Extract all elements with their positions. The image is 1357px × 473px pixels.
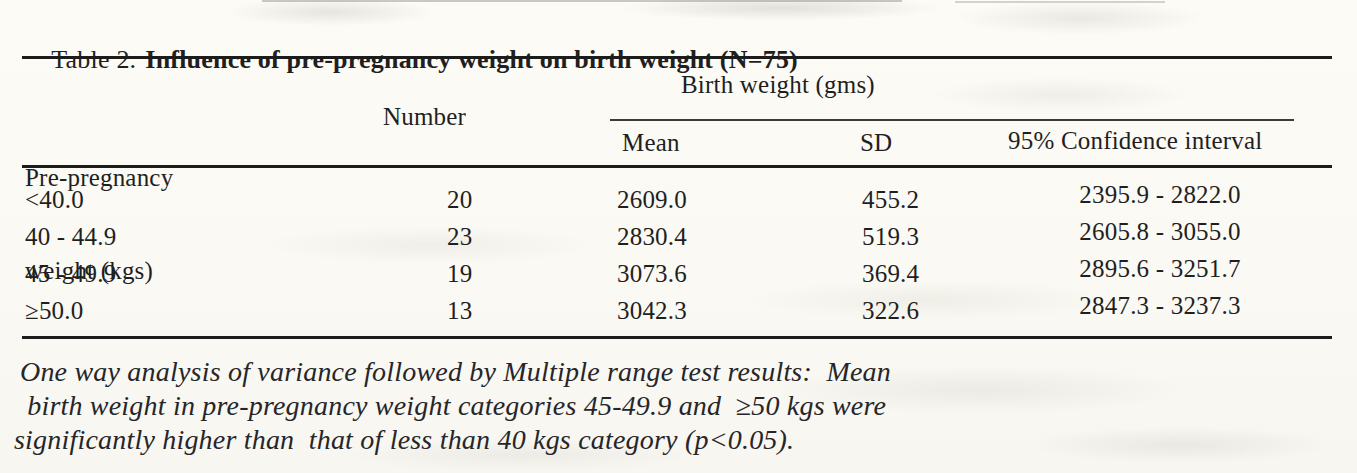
- scan-bleed-line: [955, 1, 1165, 3]
- footnote-line-1: One way analysis of variance followed by…: [20, 356, 891, 388]
- cell-number: 13: [447, 297, 472, 325]
- cell-confidence-interval: 2605.8 - 3055.0: [990, 218, 1330, 246]
- cell-sd: 322.6: [862, 297, 919, 325]
- cell-mean: 2609.0: [617, 186, 687, 214]
- group-header-underline: [610, 119, 1294, 121]
- table-row: <40.0 20 2609.0 455.2 2395.9 - 2822.0: [0, 186, 1357, 218]
- cell-sd: 369.4: [862, 260, 919, 288]
- column-header-confidence-interval: 95% Confidence interval: [1008, 127, 1263, 155]
- scan-bleed-line: [262, 0, 902, 2]
- group-header-birth-weight: Birth weight (gms): [681, 71, 875, 99]
- cell-weight-category: 45 - 49.9: [25, 260, 116, 288]
- footnote-line-3: significantly higher than that of less t…: [14, 424, 794, 456]
- table-bottom-rule: [22, 336, 1332, 339]
- cell-mean: 3042.3: [617, 297, 687, 325]
- table-row: 40 - 44.9 23 2830.4 519.3 2605.8 - 3055.…: [0, 223, 1357, 255]
- cell-number: 23: [447, 223, 472, 251]
- table-caption-title: Influence of pre-pregnancy weight on bir…: [145, 45, 798, 74]
- column-header-mean: Mean: [622, 129, 680, 157]
- cell-mean: 3073.6: [617, 260, 687, 288]
- cell-weight-category: ≥50.0: [25, 297, 83, 325]
- table-caption-number: Table 2.: [51, 45, 136, 74]
- cell-confidence-interval: 2847.3 - 3237.3: [990, 292, 1330, 320]
- cell-confidence-interval: 2895.6 - 3251.7: [990, 255, 1330, 283]
- footnote-line-2: birth weight in pre-pregnancy weight cat…: [20, 390, 886, 422]
- cell-number: 20: [447, 186, 472, 214]
- scanned-paper-table: Table 2. Influence of pre-pregnancy weigh…: [0, 0, 1357, 473]
- table-row: ≥50.0 13 3042.3 322.6 2847.3 - 3237.3: [0, 297, 1357, 329]
- column-header-number: Number: [383, 103, 466, 131]
- cell-weight-category: 40 - 44.9: [25, 223, 116, 251]
- cell-weight-category: <40.0: [25, 186, 84, 214]
- cell-number: 19: [447, 260, 472, 288]
- header-bottom-rule: [22, 165, 1332, 168]
- table-row: 45 - 49.9 19 3073.6 369.4 2895.6 - 3251.…: [0, 260, 1357, 292]
- column-header-sd: SD: [860, 129, 892, 157]
- table-top-rule: [22, 56, 1332, 59]
- cell-sd: 519.3: [862, 223, 919, 251]
- cell-confidence-interval: 2395.9 - 2822.0: [990, 181, 1330, 209]
- cell-sd: 455.2: [862, 186, 919, 214]
- cell-mean: 2830.4: [617, 223, 687, 251]
